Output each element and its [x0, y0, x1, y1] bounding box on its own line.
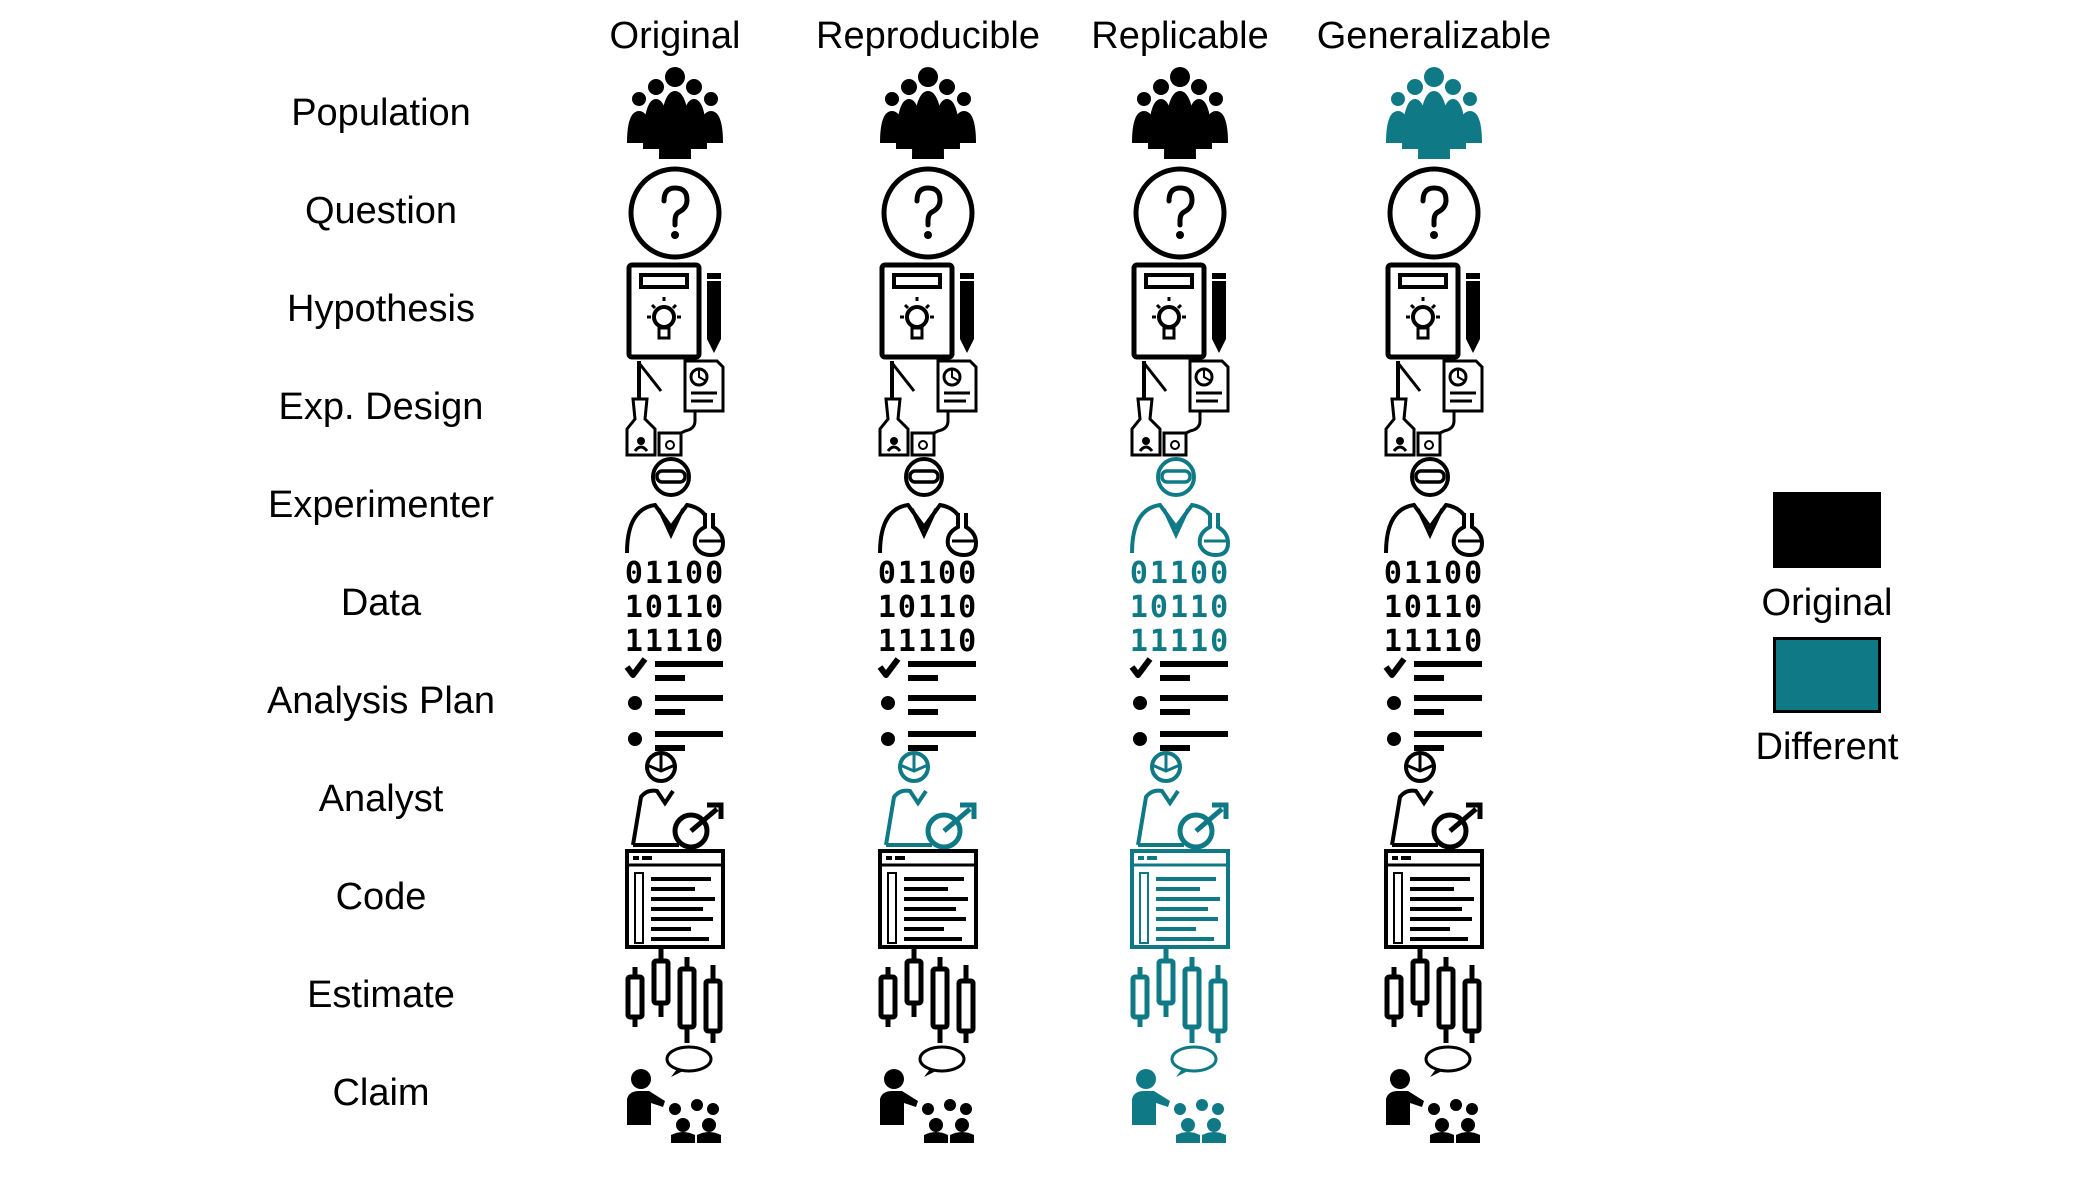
svg-text:11110: 11110	[1130, 624, 1230, 659]
candlestick-icon	[1130, 947, 1230, 1047]
hypothesis-icon	[1130, 261, 1230, 361]
row-label-population: Population	[291, 92, 471, 134]
binary-data-icon: 01100 10110 11110	[878, 555, 978, 659]
row-label-data: Data	[340, 582, 422, 624]
crowd-icon	[625, 65, 725, 165]
row-label-hypothesis: Hypothesis	[287, 288, 475, 330]
code-window-icon	[1384, 849, 1484, 949]
checklist-icon	[877, 653, 978, 753]
svg-text:10110: 10110	[878, 590, 978, 625]
question-icon	[878, 163, 978, 263]
code-window-icon	[1130, 849, 1230, 949]
svg-text:11110: 11110	[878, 624, 978, 659]
row-label-experimenter: Experimenter	[268, 484, 494, 526]
question-icon	[1384, 163, 1484, 263]
row-label-exp-design: Exp. Design	[278, 386, 484, 428]
crowd-icon	[878, 65, 978, 165]
svg-text:10110: 10110	[1130, 590, 1230, 625]
column-header-reproducible: Reproducible	[816, 15, 1040, 57]
candlestick-icon	[878, 947, 978, 1047]
code-window-icon	[625, 849, 725, 949]
svg-text:11110: 11110	[1384, 624, 1484, 659]
presenter-icon	[878, 1045, 978, 1145]
checklist-icon	[624, 653, 725, 753]
candlestick-icon	[1384, 947, 1484, 1047]
scientist-icon	[625, 457, 726, 558]
crowd-icon	[1130, 65, 1230, 165]
svg-text:11110: 11110	[625, 624, 725, 659]
svg-text:01100: 01100	[878, 556, 978, 591]
checklist-icon	[1383, 653, 1484, 753]
analyst-icon	[625, 751, 725, 851]
question-icon	[1130, 163, 1230, 263]
analyst-icon	[1384, 751, 1484, 851]
binary-data-icon: 01100 10110 11110	[625, 555, 725, 659]
row-label-code: Code	[335, 876, 427, 918]
checklist-icon	[1129, 653, 1230, 753]
presenter-icon	[625, 1045, 725, 1145]
hypothesis-icon	[1384, 261, 1484, 361]
column-header-generalizable: Generalizable	[1316, 15, 1552, 57]
lab-design-icon	[1384, 359, 1484, 459]
analyst-icon	[1130, 751, 1230, 851]
analyst-icon	[878, 751, 978, 851]
binary-data-icon: 01100 10110 11110	[1384, 555, 1484, 659]
row-label-analysis-plan: Analysis Plan	[266, 680, 496, 722]
presenter-icon	[1384, 1045, 1484, 1145]
scientist-icon	[1384, 457, 1485, 558]
row-label-analyst: Analyst	[318, 778, 444, 820]
column-header-original: Original	[609, 15, 741, 57]
lab-design-icon	[625, 359, 725, 459]
svg-text:01100: 01100	[1384, 556, 1484, 591]
legend-swatch-original	[1773, 492, 1881, 568]
hypothesis-icon	[878, 261, 978, 361]
row-label-claim: Claim	[332, 1072, 430, 1114]
lab-design-icon	[878, 359, 978, 459]
code-window-icon	[878, 849, 978, 949]
svg-text:10110: 10110	[625, 590, 725, 625]
row-label-question: Question	[304, 190, 458, 232]
crowd-icon	[1384, 65, 1484, 165]
binary-data-icon: 01100 10110 11110	[1130, 555, 1230, 659]
scientist-icon	[878, 457, 979, 558]
legend-swatch-different	[1773, 637, 1881, 713]
svg-text:10110: 10110	[1384, 590, 1484, 625]
legend-label-different: Different	[1755, 726, 1899, 768]
column-header-replicable: Replicable	[1091, 15, 1269, 57]
legend-label-original: Original	[1761, 582, 1893, 624]
presenter-icon	[1130, 1045, 1230, 1145]
scientist-icon	[1130, 457, 1231, 558]
hypothesis-icon	[625, 261, 725, 361]
candlestick-icon	[625, 947, 725, 1047]
svg-text:01100: 01100	[625, 556, 725, 591]
lab-design-icon	[1130, 359, 1230, 459]
row-label-estimate: Estimate	[307, 974, 455, 1016]
question-icon	[625, 163, 725, 263]
svg-text:01100: 01100	[1130, 556, 1230, 591]
